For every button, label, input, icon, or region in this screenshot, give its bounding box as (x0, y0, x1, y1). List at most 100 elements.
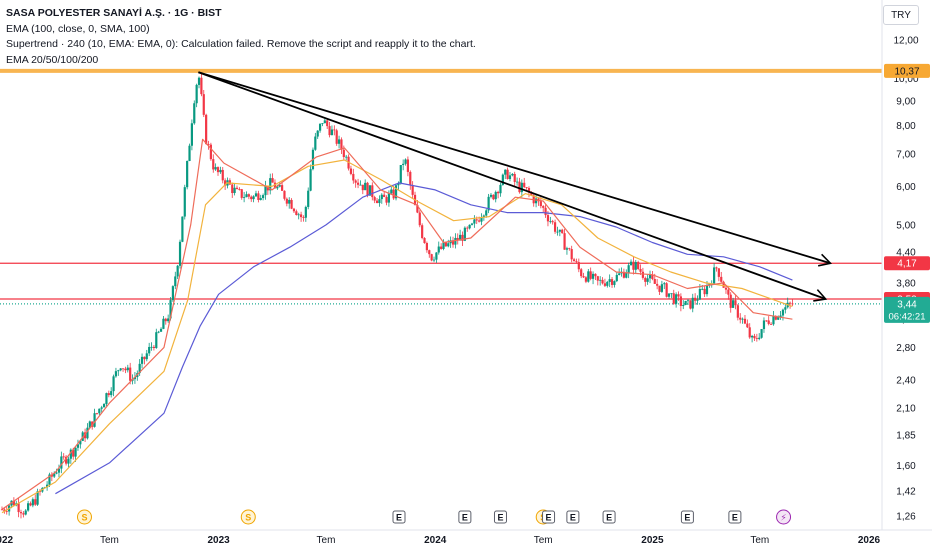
series-line[interactable] (1, 159, 793, 514)
indicator-supertrend[interactable]: Supertrend · 240 (10, EMA: EMA, 0): Calc… (6, 38, 476, 50)
indicator-ema-ribbon[interactable]: EMA 20/50/100/200 (6, 53, 99, 66)
candle-body (17, 503, 20, 513)
symbol-title[interactable]: SASA POLYESTER SANAYİ A.Ş. · 1G · BIST (6, 7, 222, 19)
candle-body (523, 182, 526, 188)
candle-body (411, 185, 414, 195)
series-line[interactable] (55, 182, 793, 495)
price-badge-label: 3,44 (897, 299, 917, 310)
candle-body (50, 474, 53, 477)
candle-body (254, 193, 258, 197)
candle-body (100, 407, 103, 409)
candle-body (110, 391, 113, 396)
candle-body (750, 335, 754, 338)
candle-body (423, 238, 426, 244)
candle-body (656, 283, 659, 286)
candle-body (361, 184, 364, 191)
y-tick-label: 9,00 (896, 96, 916, 107)
candle-body (440, 246, 443, 249)
candle-body (435, 252, 438, 260)
earnings-marker[interactable]: E (458, 510, 472, 524)
candle-body (112, 376, 115, 392)
x-tick-label: Tem (100, 535, 119, 546)
candle-body (684, 300, 687, 306)
candle-body (644, 277, 647, 282)
candle-body (492, 194, 495, 200)
candle-body (143, 356, 146, 360)
series-line[interactable] (1, 138, 793, 510)
x-tick-label: Tem (317, 535, 336, 546)
candle-body (627, 265, 630, 274)
candle-body (262, 195, 265, 199)
y-tick-label: 1,60 (896, 461, 916, 472)
candle-body (762, 320, 766, 330)
candle-body (504, 169, 507, 175)
earnings-marker[interactable]: E (493, 510, 507, 524)
candle-body (520, 182, 523, 193)
candle-body (454, 237, 457, 245)
candle-body (57, 468, 61, 473)
candle-body (292, 208, 296, 212)
dividend-marker[interactable]: S (76, 509, 92, 525)
candle-body (340, 139, 343, 150)
candle-body (501, 174, 504, 185)
candle-body (354, 180, 357, 183)
candle-body (679, 296, 682, 306)
candle-body (729, 294, 732, 308)
candle-body (715, 267, 718, 269)
candle-body (442, 242, 445, 249)
candle-body (335, 130, 338, 144)
candle-body (124, 368, 127, 371)
trendline[interactable] (198, 71, 833, 267)
candle-body (473, 219, 476, 224)
candle-body (615, 274, 618, 282)
candle-body (188, 145, 191, 161)
candle-body (589, 271, 592, 279)
candle-body (705, 285, 709, 295)
indicator-ema100[interactable]: EMA (100, close, 0, SMA, 100) (6, 22, 150, 35)
candle-body (209, 144, 212, 160)
earnings-icon (728, 510, 742, 524)
earnings-marker[interactable]: E (680, 510, 694, 524)
candle-body (760, 329, 763, 338)
earnings-marker[interactable]: E (392, 510, 406, 524)
earnings-marker[interactable]: E (602, 510, 616, 524)
candle-body (297, 214, 300, 216)
candle-body (278, 185, 281, 187)
candle-body (430, 254, 433, 261)
candle-body (0, 509, 4, 511)
candle-body (530, 192, 533, 196)
dividend-marker[interactable]: S (240, 509, 256, 525)
price-badge-label: 4,17 (897, 259, 917, 270)
candle-body (22, 513, 25, 515)
candle-body (717, 268, 720, 277)
candle-body (53, 473, 56, 477)
candle-body (428, 250, 431, 255)
currency-button[interactable]: TRY (883, 5, 919, 25)
candle-body (86, 427, 89, 439)
split-marker[interactable]: ⚡ (776, 509, 792, 525)
candle-body (5, 510, 8, 512)
earnings-marker[interactable]: E (566, 510, 580, 524)
candle-body (27, 503, 30, 511)
candle-body (515, 181, 519, 183)
earnings-marker[interactable]: E (542, 510, 556, 524)
candle-body (463, 227, 466, 241)
candle-body (378, 199, 381, 204)
candle-body (243, 197, 246, 198)
candle-body (288, 199, 291, 204)
candle-body (781, 309, 785, 316)
candle-body (197, 77, 201, 85)
candle-body (231, 184, 234, 194)
candle-body (193, 103, 196, 124)
candle-body (67, 458, 70, 464)
candle-body (632, 261, 635, 270)
candle-body (468, 224, 471, 229)
candle-body (271, 178, 274, 183)
candle-body (720, 276, 723, 282)
candle-body (304, 206, 307, 218)
candle-body (88, 421, 91, 428)
earnings-marker[interactable]: E (728, 510, 742, 524)
trendline[interactable] (198, 71, 828, 302)
candle-body (349, 168, 353, 174)
